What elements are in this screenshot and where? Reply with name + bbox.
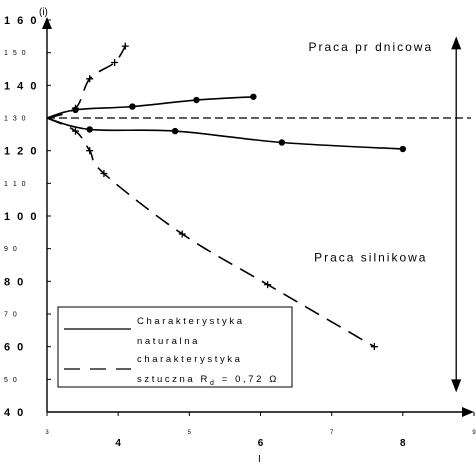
y-tick-label: 7 0 (4, 312, 18, 319)
legend-entry-2-tail: = 0,72 Ω (217, 374, 279, 385)
series-line (46, 95, 254, 119)
data-point (111, 58, 119, 66)
y-tick-label: 1 2 0 (4, 146, 38, 158)
axes-group (42, 17, 474, 417)
annotations-group: Praca pr dnicowa Praca silnikowa (308, 40, 433, 265)
data-point (264, 281, 272, 289)
x-axis-label: I (258, 454, 261, 465)
data-point (278, 139, 286, 146)
data-point (71, 104, 79, 112)
x-tick-label: 3 (45, 430, 49, 436)
y-axis-arrowhead (42, 17, 52, 29)
series-group (46, 42, 407, 351)
x-tick-label: 8 (400, 438, 406, 449)
data-point (121, 42, 129, 50)
double-arrow-head-top (451, 36, 462, 50)
data-point (86, 75, 94, 83)
y-tick-label: 1 0 0 (4, 211, 38, 223)
y-tick-label: 1 3 0 (4, 116, 27, 123)
series-line (46, 117, 403, 150)
series-line (46, 117, 375, 348)
y-tick-label: 5 0 (4, 377, 18, 384)
x-axis-arrowhead (462, 407, 474, 417)
data-point (399, 145, 407, 153)
ticks-group: 4 0 5 0 6 0 7 0 8 0 9 0 1 0 0 1 1 0 1 2 0 1 3 0 1 … (4, 15, 476, 449)
data-point (178, 230, 186, 238)
legend: Charakterystyka naturalna charakterystyk… (57, 306, 293, 388)
legend-entry-1-line2: naturalna (137, 336, 200, 347)
legend-entry-2-main: sztuczna R (137, 374, 210, 385)
annotation-label: Praca pr dnicowa (308, 40, 433, 54)
y-tick-label: 1 5 0 (4, 50, 27, 57)
legend-box (57, 306, 293, 388)
x-tick-label: 5 (188, 430, 192, 436)
double-arrow-head-bottom (451, 379, 462, 393)
annotation-label: Praca silnikowa (314, 251, 427, 265)
data-point (171, 127, 179, 135)
y-tick-label: 8 0 (4, 276, 25, 288)
y-tick-label: 1 1 0 (4, 181, 27, 188)
x-tick-label: 7 (330, 430, 334, 436)
x-tick-label: 4 (115, 438, 121, 449)
data-point (250, 93, 257, 100)
data-point (129, 103, 136, 110)
data-point (86, 147, 94, 155)
y-tick-label: 4 0 (4, 407, 25, 419)
data-point (71, 127, 79, 135)
y-tick-label: 6 0 (4, 342, 25, 354)
data-point (193, 96, 200, 104)
x-tick-label: 6 (258, 438, 264, 449)
x-tick-label: 9 (472, 430, 476, 436)
legend-entry-2-line1: charakterystyka (137, 354, 243, 365)
y-tick-label: 1 6 0 (4, 15, 38, 27)
double-arrow-group (451, 36, 462, 393)
data-point (86, 126, 93, 133)
legend-entry-1-line1: Charakterystyka (137, 316, 245, 327)
legend-entry-2-line2: sztuczna Rd = 0,72 Ω (137, 374, 279, 387)
legend-entry-2-sub: d (210, 380, 217, 387)
data-point (100, 170, 108, 178)
y-tick-label: 9 0 (4, 246, 18, 253)
data-point (370, 343, 378, 351)
y-axis-label: (i) (39, 7, 48, 18)
y-tick-label: 1 4 0 (4, 80, 38, 92)
